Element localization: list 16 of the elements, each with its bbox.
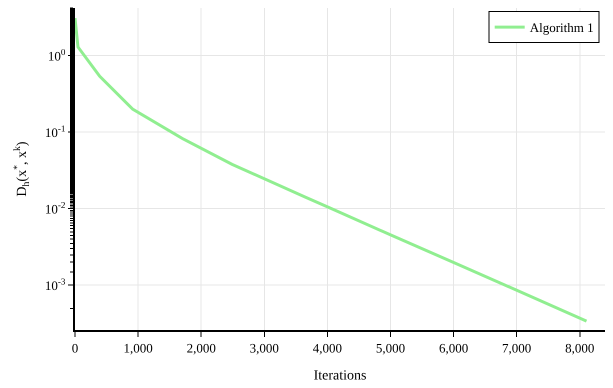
x-tick-label: 6,000 xyxy=(438,340,468,356)
x-tick-label: 8,000 xyxy=(565,340,594,356)
x-tick-label: 2,000 xyxy=(186,340,216,356)
x-tick-label: 1,000 xyxy=(123,340,153,356)
x-tick-label: 0 xyxy=(72,340,78,356)
x-tick-label: 7,000 xyxy=(502,340,532,356)
y-tick-label: 10$^{0}$ xyxy=(48,46,66,64)
x-tick-label: 3,000 xyxy=(250,340,279,356)
legend-label: Algorithm 1 xyxy=(530,20,594,36)
x-tick-label: 5,000 xyxy=(376,340,406,356)
y-tick-label: 10$^{-3}$ xyxy=(44,276,66,293)
y-tick-label: 10$^{-1}$ xyxy=(44,123,66,140)
x-axis-title: Iterations xyxy=(314,368,366,384)
line-series xyxy=(75,16,588,323)
x-tick-label: 4,000 xyxy=(312,340,342,356)
y-tick-label: 10$^{-2}$ xyxy=(44,200,66,216)
